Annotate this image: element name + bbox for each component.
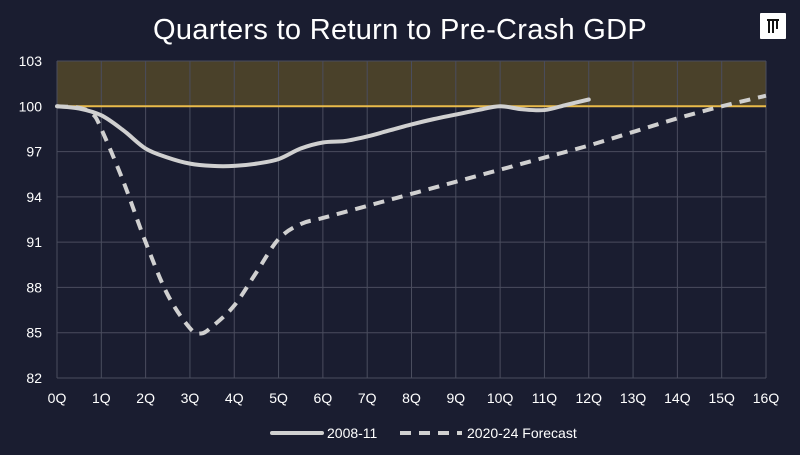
legend: 2008-11 2020-24 Forecast	[270, 425, 577, 441]
y-tick-label: 85	[26, 325, 42, 341]
y-tick-label: 103	[19, 53, 43, 69]
y-tick-label: 100	[19, 98, 43, 114]
legend-label-2020-24-forecast: 2020-24 Forecast	[467, 425, 577, 441]
x-axis-ticks: 0Q 1Q 2Q 3Q 4Q 5Q 6Q 7Q 8Q 9Q 10Q 11Q 12Q 13Q 14Q 15Q 16…	[48, 390, 780, 406]
y-tick-label: 91	[26, 234, 42, 250]
x-tick-label: 3Q	[181, 390, 200, 406]
series-lines	[55, 93, 767, 336]
x-tick-label: 10Q	[487, 390, 514, 406]
x-tick-label: 6Q	[314, 390, 333, 406]
x-tick-label: 9Q	[446, 390, 465, 406]
chart-title: Quarters to Return to Pre-Crash GDP	[153, 14, 647, 46]
y-tick-label: 97	[26, 144, 42, 160]
grid-lines	[56, 60, 767, 379]
series-line-2008-11	[55, 97, 591, 169]
y-tick-label: 82	[26, 370, 42, 386]
x-tick-label: 14Q	[664, 390, 691, 406]
x-tick-label: 7Q	[358, 390, 377, 406]
x-tick-label: 11Q	[532, 390, 558, 406]
x-tick-label: 2Q	[136, 390, 155, 406]
x-tick-label: 15Q	[708, 390, 735, 406]
x-tick-label: 0Q	[48, 390, 67, 406]
x-tick-label: 8Q	[402, 390, 421, 406]
x-tick-label: 12Q	[576, 390, 603, 406]
x-tick-label: 16Q	[753, 390, 780, 406]
legend-label-2008-11: 2008-11	[327, 425, 378, 441]
y-axis-ticks: 82 85 88 91 94 97 100 103	[19, 53, 43, 386]
x-tick-label: 5Q	[269, 390, 288, 406]
x-tick-label: 4Q	[225, 390, 244, 406]
y-tick-label: 88	[26, 279, 42, 295]
y-tick-label: 94	[26, 189, 42, 205]
logo-icon	[760, 13, 786, 39]
x-tick-label: 1Q	[92, 390, 111, 406]
x-tick-label: 13Q	[620, 390, 647, 406]
